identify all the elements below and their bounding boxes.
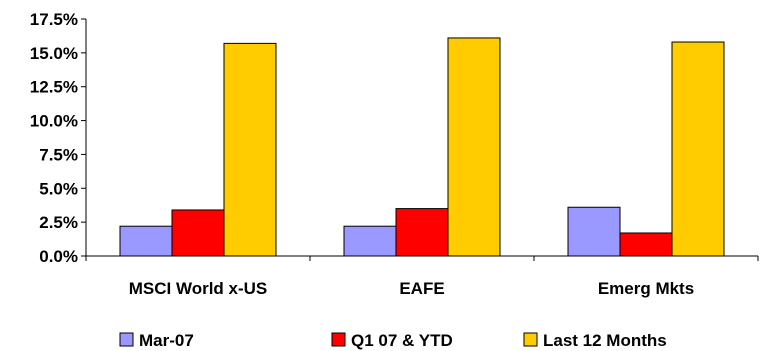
y-tick-label: 12.5% [30,78,78,97]
bar-q1-07-ytd-emerg-mkts [619,232,673,257]
legend-label: Mar-07 [139,331,194,350]
y-tick-label: 2.5% [39,213,78,232]
legend-item: Mar-07 [119,331,194,350]
bar-last-12-months-eafe [447,37,501,257]
x-axis: MSCI World x-US EAFE Emerg Mkts [85,255,759,298]
legend-item: Last 12 Months [523,331,667,350]
y-tick-label: 17.5% [30,10,78,29]
legend-label: Last 12 Months [543,331,667,350]
bar-mar-07-emerg-mkts [567,206,621,257]
x-category-label: EAFE [399,279,444,298]
legend: Mar-07 Q1 07 & YTD Last 12 Months [119,331,667,350]
y-tick-label: 10.0% [30,112,78,131]
bar-q1-07-ytd-eafe [395,208,449,257]
x-category-label: MSCI World x-US [129,279,268,298]
bars [119,37,725,257]
legend-swatch [119,332,134,347]
bar-mar-07-msci-world-x-us [119,225,173,257]
y-tick-label: 7.5% [39,145,78,164]
bar-mar-07-eafe [343,225,397,257]
y-tick-label: 0.0% [39,247,78,266]
legend-label: Q1 07 & YTD [351,331,453,350]
y-tick-label: 5.0% [39,179,78,198]
bar-last-12-months-emerg-mkts [671,41,725,257]
bar-q1-07-ytd-msci-world-x-us [171,209,225,257]
legend-swatch [331,332,346,347]
legend-swatch [523,332,538,347]
y-tick-label: 15.0% [30,44,78,63]
x-category-label: Emerg Mkts [598,279,694,298]
bar-last-12-months-msci-world-x-us [223,42,277,257]
legend-item: Q1 07 & YTD [331,331,453,350]
y-axis: 0.0% 2.5% 5.0% 7.5% 10.0% 12.5% 15.0% 17.5% [30,10,87,266]
